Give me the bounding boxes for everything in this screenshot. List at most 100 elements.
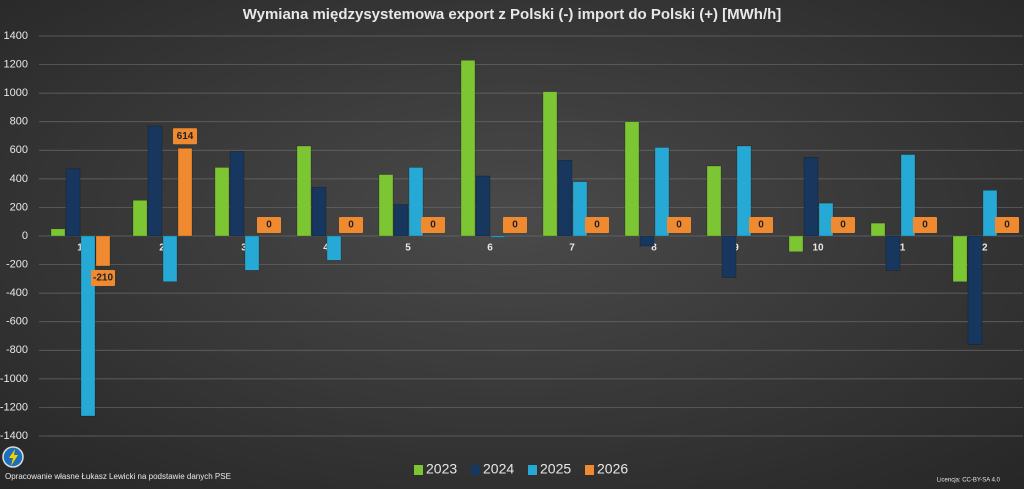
bar bbox=[132, 200, 148, 237]
y-tick-label: 1200 bbox=[4, 58, 28, 70]
y-tick-label: -600 bbox=[6, 316, 28, 328]
license-note: Licencja: CC-BY-SA 4.0 bbox=[937, 478, 1001, 484]
bar bbox=[475, 175, 491, 237]
y-tick-label: 200 bbox=[10, 201, 28, 213]
bar bbox=[706, 165, 722, 237]
bar bbox=[311, 187, 327, 237]
bar bbox=[326, 235, 342, 261]
bar bbox=[721, 235, 737, 278]
legend-swatch bbox=[528, 465, 537, 475]
bar bbox=[900, 154, 916, 237]
bar bbox=[229, 151, 245, 237]
bar bbox=[572, 181, 588, 237]
data-label: 0 bbox=[594, 220, 600, 231]
data-label-box bbox=[173, 128, 197, 145]
source-note: Opracowanie własne Łukasz Lewicki na pod… bbox=[5, 472, 231, 481]
legend-swatch bbox=[414, 465, 423, 475]
y-tick-label: 1000 bbox=[4, 87, 28, 99]
y-tick-label: 400 bbox=[10, 173, 28, 185]
data-label: 0 bbox=[840, 220, 846, 231]
x-tick-label: 6 bbox=[487, 243, 493, 254]
y-tick-label: 1400 bbox=[4, 30, 28, 42]
bar bbox=[95, 235, 111, 267]
logo-bolt bbox=[9, 449, 18, 466]
bar bbox=[177, 148, 193, 237]
y-tick-label: 800 bbox=[10, 116, 28, 128]
bar bbox=[624, 121, 640, 237]
x-tick-label: 1 bbox=[77, 243, 83, 254]
data-label: 0 bbox=[266, 220, 272, 231]
data-label-box bbox=[667, 217, 691, 233]
legend-label: 2024 bbox=[483, 461, 514, 477]
data-label-box bbox=[91, 270, 115, 286]
bar bbox=[818, 202, 834, 237]
bar bbox=[214, 167, 230, 237]
data-label: 614 bbox=[177, 131, 194, 142]
bar bbox=[244, 235, 260, 271]
bar bbox=[147, 125, 163, 237]
bar bbox=[952, 235, 968, 282]
chart-title: Wymiana międzysystemowa export z Polski … bbox=[243, 6, 782, 23]
data-label: 0 bbox=[512, 220, 518, 231]
y-tick-label: 0 bbox=[22, 230, 28, 242]
bar bbox=[408, 167, 424, 237]
bar bbox=[460, 60, 476, 237]
x-tick-label: 8 bbox=[651, 243, 657, 254]
bar bbox=[870, 222, 886, 237]
x-tick-label: 12 bbox=[976, 243, 988, 254]
data-label-box bbox=[339, 217, 363, 233]
data-label: 0 bbox=[348, 220, 354, 231]
bar bbox=[982, 190, 998, 237]
bar bbox=[490, 235, 506, 238]
bar bbox=[50, 228, 66, 237]
x-tick-label: 11 bbox=[895, 243, 906, 254]
y-tick-label: 600 bbox=[10, 144, 28, 156]
data-label-box bbox=[503, 217, 527, 233]
legend-swatch bbox=[471, 465, 480, 475]
data-label-box bbox=[585, 217, 609, 233]
data-label: -210 bbox=[93, 273, 113, 284]
bar bbox=[557, 160, 573, 237]
data-label: 0 bbox=[1004, 220, 1010, 231]
bar bbox=[393, 204, 409, 237]
data-label-box bbox=[257, 217, 281, 233]
bar bbox=[788, 235, 804, 252]
y-tick-label: -800 bbox=[6, 344, 28, 356]
data-label: 0 bbox=[430, 220, 436, 231]
bar bbox=[885, 235, 901, 271]
legend-label: 2023 bbox=[426, 461, 457, 477]
y-tick-label: -1000 bbox=[0, 373, 28, 385]
data-label-box bbox=[913, 217, 937, 233]
bar bbox=[736, 145, 752, 237]
legend-label: 2026 bbox=[597, 461, 628, 477]
bar bbox=[80, 235, 96, 417]
x-tick-label: 2 bbox=[159, 243, 165, 254]
bar bbox=[162, 235, 178, 282]
data-label-box bbox=[831, 217, 855, 233]
bar bbox=[654, 147, 670, 237]
bar bbox=[803, 157, 819, 237]
bar bbox=[378, 174, 394, 237]
x-tick-label: 3 bbox=[241, 243, 247, 254]
bar bbox=[542, 91, 558, 237]
x-tick-label: 5 bbox=[405, 243, 411, 254]
x-tick-label: 10 bbox=[812, 243, 824, 254]
data-label-box bbox=[995, 217, 1019, 233]
bar bbox=[967, 235, 983, 345]
data-label: 0 bbox=[922, 220, 928, 231]
x-tick-label: 9 bbox=[733, 243, 739, 254]
y-tick-label: -200 bbox=[6, 258, 28, 270]
y-tick-label: -1200 bbox=[0, 401, 28, 413]
y-tick-label: -400 bbox=[6, 287, 28, 299]
legend-label: 2025 bbox=[540, 461, 571, 477]
bar bbox=[65, 168, 81, 237]
data-label-box bbox=[421, 217, 445, 233]
data-label: 0 bbox=[676, 220, 682, 231]
x-tick-label: 4 bbox=[323, 243, 329, 254]
y-tick-label: -1400 bbox=[0, 430, 28, 442]
data-label-box bbox=[749, 217, 773, 233]
legend-swatch bbox=[585, 465, 594, 475]
bar bbox=[639, 235, 655, 247]
